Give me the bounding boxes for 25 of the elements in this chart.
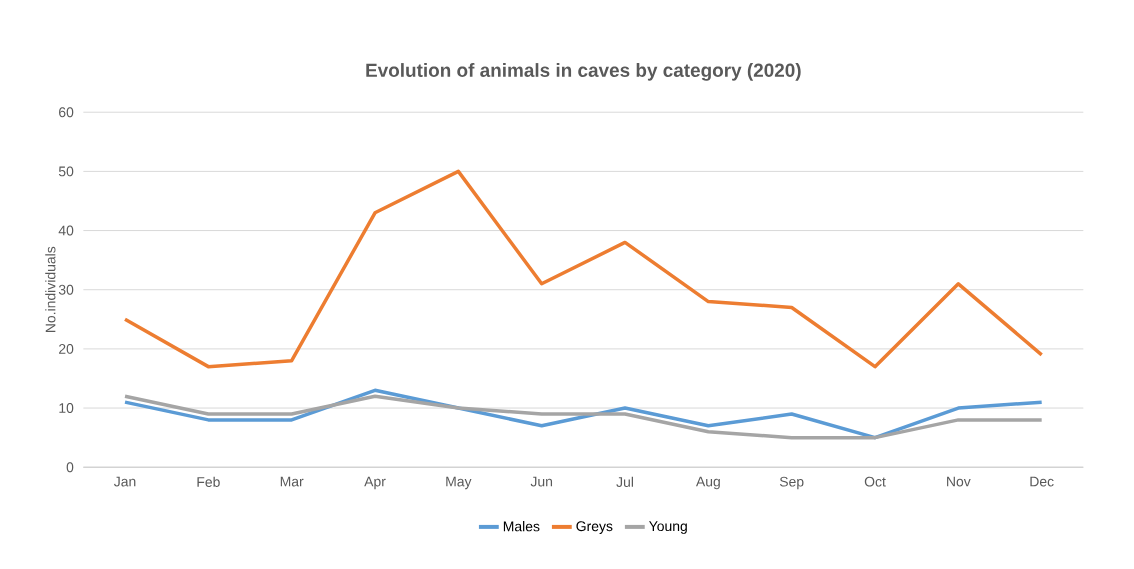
legend-label: Young	[649, 521, 687, 534]
legend-label: Males	[503, 521, 540, 532]
x-tick-label: Mar	[280, 476, 304, 487]
x-tick-label: Dec	[1030, 476, 1054, 487]
x-tick-label: Aug	[695, 476, 720, 490]
x-tick-label: Nov	[947, 476, 971, 487]
y-tick-label: 50	[58, 166, 74, 177]
x-tick-label: Oct	[864, 476, 886, 487]
x-tick-label: Feb	[197, 476, 220, 487]
legend-label: Greys	[576, 521, 613, 534]
x-tick-label: Jun	[530, 476, 553, 487]
x-tick-label: Jan	[113, 476, 136, 487]
y-tick-label: 60	[59, 107, 74, 118]
x-tick-label: May	[446, 476, 472, 490]
y-tick-label: 20	[59, 343, 74, 354]
y-tick-label: 40	[58, 225, 74, 236]
line-series	[123, 169, 1044, 369]
x-tick-label: Sep	[779, 476, 804, 490]
y-axis-title: No.individuals	[45, 246, 56, 332]
chart-title: Evolution of animals in caves by category (2020)	[366, 63, 801, 81]
x-tick-label: Apr	[364, 476, 386, 490]
y-tick-label: 10	[59, 403, 74, 413]
x-tick-label: Jul	[616, 476, 633, 487]
y-tick-label: 0	[66, 462, 74, 473]
y-tick-label: 30	[58, 284, 74, 295]
